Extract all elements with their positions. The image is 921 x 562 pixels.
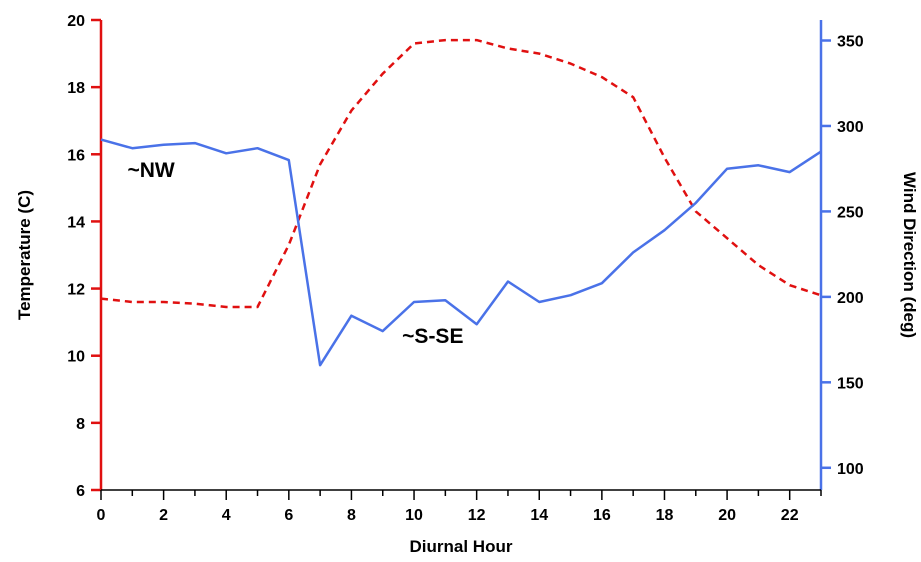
x-tick-label: 6 [284,507,293,524]
right-tick-label: 150 [837,375,864,392]
annotation-label: ~S-SE [402,325,463,348]
x-tick-label: 0 [97,507,106,524]
x-tick-label: 8 [347,507,356,524]
right-tick-label: 350 [837,34,864,51]
left-axis: 6 8 10 12 14 16 18 20 [67,13,103,500]
right-axis: 100 150 200 250 300 350 [819,20,864,490]
temperature-line [100,38,822,309]
right-tick-label: 250 [837,204,864,221]
x-tick-label: 4 [222,507,231,524]
left-tick-label: 16 [67,147,85,164]
x-tick-label: 10 [405,507,423,524]
x-tick-label: 14 [530,507,548,524]
x-tick-label: 2 [159,507,168,524]
right-y-axis-title: Wind Direction (deg) [900,172,919,338]
wind-direction-line [100,138,822,367]
left-tick-label: 20 [67,13,85,30]
series-layer [100,38,822,367]
left-tick-label: 6 [76,483,85,500]
annotation-layer: ~NW ~S-SE [127,159,463,348]
left-tick-label: 12 [67,282,85,299]
x-tick-label: 18 [656,507,674,524]
left-y-axis-title: Temperature (C) [15,190,34,320]
right-tick-label: 200 [837,290,864,307]
left-tick-label: 8 [76,416,85,433]
left-tick-label: 14 [67,214,85,231]
annotation-label: ~NW [127,159,174,182]
x-axis: 0 2 4 6 8 10 12 14 16 18 20 22 [97,489,822,524]
x-axis-title: Diurnal Hour [410,537,513,556]
x-tick-label: 16 [593,507,611,524]
x-tick-label: 12 [468,507,486,524]
left-tick-label: 18 [67,80,85,97]
right-tick-label: 300 [837,119,864,136]
x-tick-label: 20 [718,507,736,524]
x-tick-label: 22 [781,507,799,524]
left-tick-label: 10 [67,349,85,366]
right-tick-label: 100 [837,461,864,478]
